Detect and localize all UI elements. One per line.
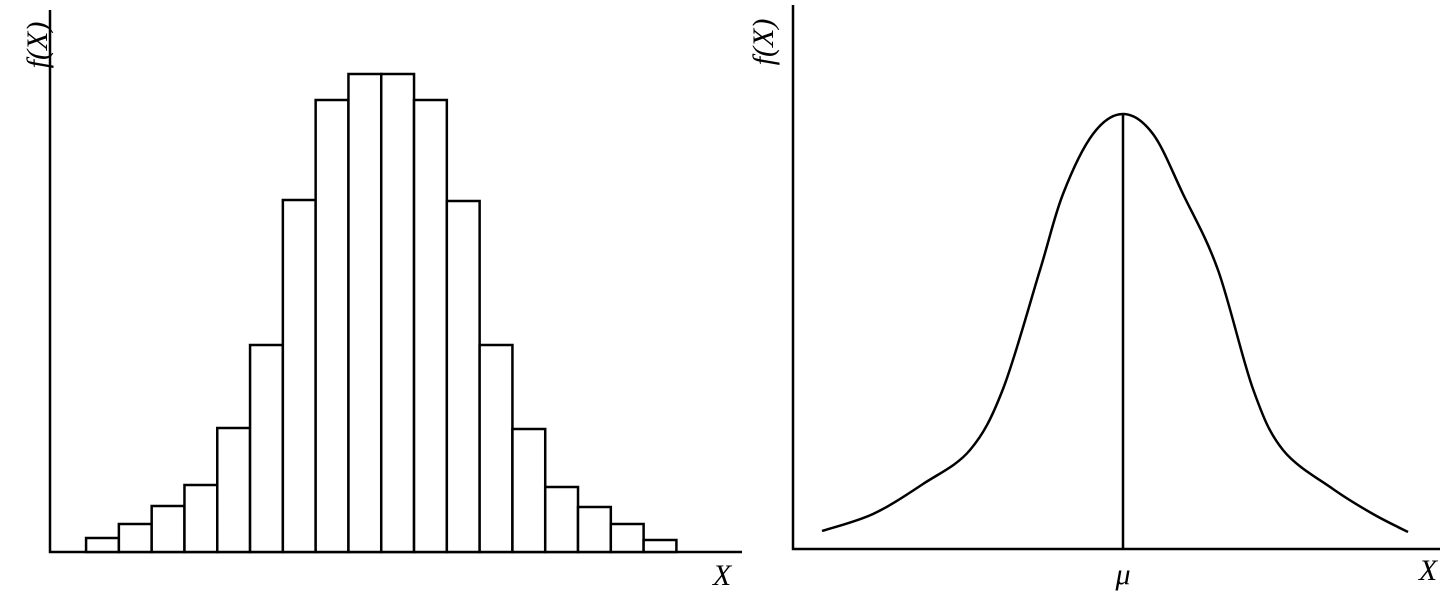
mean-label: μ — [1114, 558, 1130, 591]
y-axis-label: f(X) — [21, 22, 54, 69]
bar — [281, 198, 317, 554]
bar — [543, 485, 580, 554]
bar — [511, 427, 547, 554]
bar — [445, 199, 481, 554]
bar — [347, 72, 383, 554]
bar — [216, 426, 252, 554]
bar — [150, 504, 186, 554]
bar — [84, 536, 121, 554]
bar — [248, 343, 285, 554]
bar — [642, 538, 678, 554]
bar — [379, 72, 416, 554]
bar — [183, 483, 219, 554]
axes — [791, 5, 1440, 551]
bar — [314, 98, 350, 554]
x-axis-label: X — [1418, 554, 1439, 587]
bar — [478, 343, 514, 554]
bar — [117, 522, 153, 554]
bar — [576, 505, 613, 554]
density-curve — [821, 112, 1409, 534]
bar — [412, 98, 449, 554]
bar — [609, 522, 645, 554]
x-axis-label: X — [712, 559, 733, 592]
y-axis-label: f(X) — [747, 19, 780, 66]
